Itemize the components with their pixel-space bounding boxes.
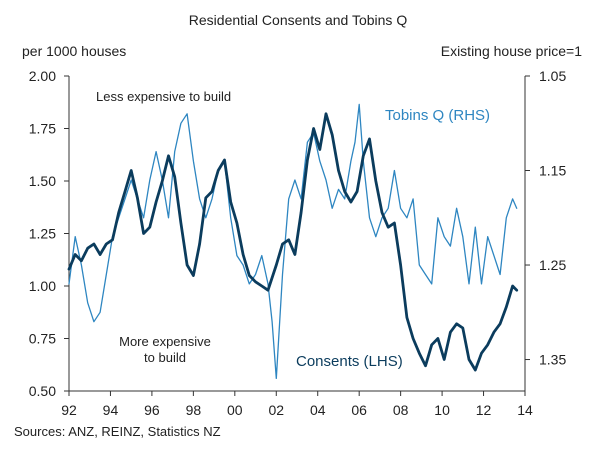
right-y-ticks: 1.05 1.15 1.25 1.35 [525,68,566,368]
left-axis-label: per 1000 houses [22,43,126,59]
right-tick-label: 1.05 [539,68,566,84]
annotation-less-expensive: Less expensive to build [96,89,231,104]
x-tick-label: 04 [310,402,326,418]
tobins-q-line [68,103,518,380]
left-tick-label: 0.75 [29,331,56,347]
right-tick-label: 1.15 [539,163,566,179]
right-tick-label: 1.25 [539,257,566,273]
x-tick-label: 98 [186,402,202,418]
source-note: Sources: ANZ, REINZ, Statistics NZ [14,424,221,439]
series-lines [67,103,519,380]
x-tick-label: 00 [227,402,243,418]
x-tick-label: 10 [434,402,450,418]
legend-tobins-q: Tobins Q (RHS) [385,107,490,124]
legend-consents: Consents (LHS) [296,353,403,370]
chart-title: Residential Consents and Tobins Q [189,12,408,28]
x-tick-label: 02 [268,402,284,418]
x-ticks: 92 94 96 98 00 02 04 06 08 10 12 14 [61,391,533,418]
left-tick-label: 0.50 [29,383,56,399]
consents-line [67,112,519,372]
annotation-more-expensive-line2: to build [144,350,186,365]
x-tick-label: 94 [103,402,119,418]
x-tick-label: 92 [61,402,77,418]
left-tick-label: 2.00 [29,68,56,84]
right-tick-label: 1.35 [539,352,566,368]
left-tick-label: 1.50 [29,173,56,189]
x-tick-label: 12 [476,402,492,418]
left-tick-label: 1.00 [29,278,56,294]
x-tick-label: 08 [393,402,409,418]
right-axis-label: Existing house price=1 [441,43,582,59]
left-y-ticks: 0.50 0.75 1.00 1.25 1.50 1.75 2.00 [29,68,69,399]
annotation-more-expensive-line1: More expensive [119,334,211,349]
left-tick-label: 1.75 [29,121,56,137]
x-tick-label: 14 [517,402,533,418]
x-tick-label: 06 [351,402,367,418]
x-tick-label: 96 [144,402,160,418]
left-tick-label: 1.25 [29,226,56,242]
